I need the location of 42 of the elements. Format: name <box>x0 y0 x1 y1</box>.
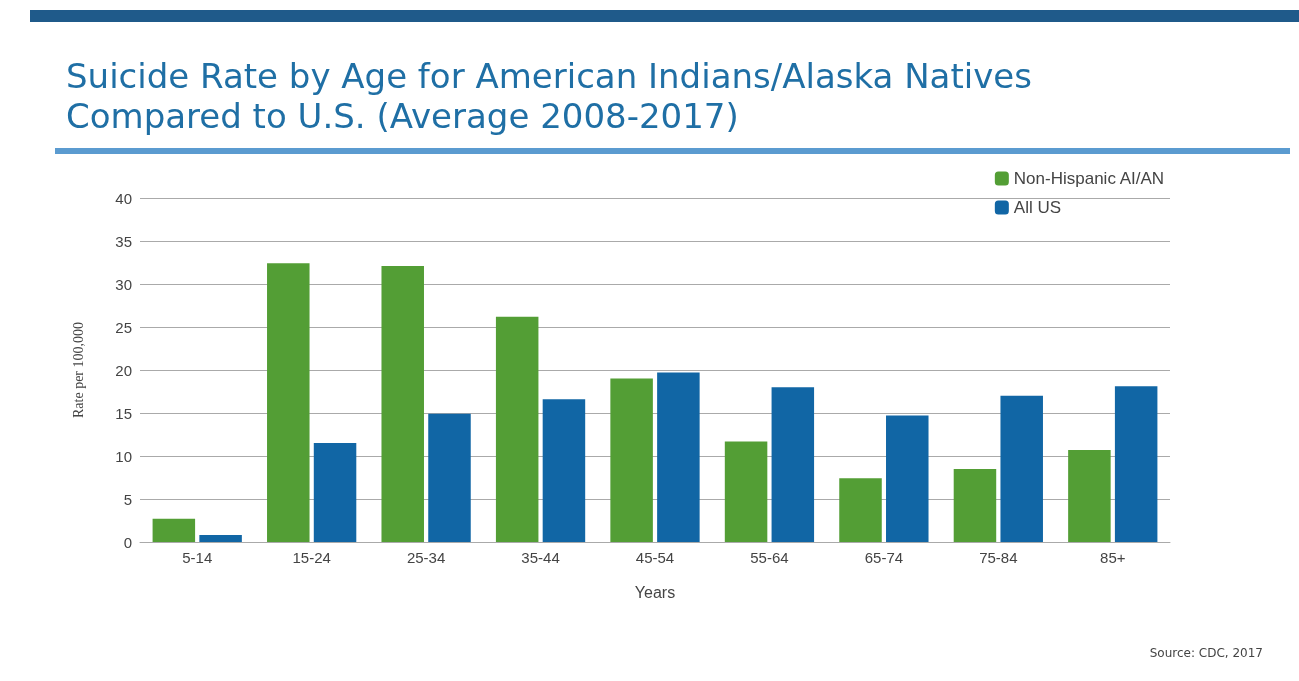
bar <box>610 378 653 542</box>
y-tick-label: 20 <box>115 361 132 379</box>
x-tick-label: 65-74 <box>864 549 904 566</box>
bar <box>839 478 882 542</box>
bar <box>152 518 196 542</box>
x-tick-label: 15-24 <box>292 549 331 566</box>
y-tick-label: 30 <box>115 275 132 293</box>
x-tick-label: 75-84 <box>979 549 1018 566</box>
bar <box>657 372 700 542</box>
bar <box>724 441 768 542</box>
x-tick-label: 5-14 <box>182 549 213 566</box>
x-tick-label: 55-64 <box>750 549 789 566</box>
y-tick-label: 15 <box>115 404 132 422</box>
bar <box>1114 386 1158 542</box>
legend-label: All US <box>1013 198 1062 217</box>
bar <box>771 387 815 542</box>
bar <box>886 415 929 542</box>
legend-label: Non-Hispanic AI/AN <box>1013 169 1165 188</box>
y-tick-label: 35 <box>115 232 132 250</box>
y-tick-label: 10 <box>115 447 132 465</box>
x-axis-title: Years <box>634 583 676 601</box>
x-tick-label: 25-34 <box>406 549 446 566</box>
bar <box>199 535 242 542</box>
source-note: Source: CDC, 2017 <box>1149 646 1263 660</box>
bar <box>1000 395 1043 542</box>
bar <box>953 468 997 542</box>
y-tick-label: 0 <box>123 533 132 551</box>
bar <box>1068 449 1111 542</box>
bar <box>381 265 424 542</box>
y-tick-label: 5 <box>123 490 132 508</box>
bar <box>313 443 357 542</box>
bar <box>267 263 310 542</box>
chart-title: Suicide Rate by Age for American Indians/Alaska Natives Compared to U.S. (Average 2008-2017) <box>66 56 1033 136</box>
x-tick-label: 35-44 <box>521 549 560 566</box>
y-tick-label: 25 <box>115 318 132 336</box>
bar <box>428 413 471 542</box>
y-tick-label: 40 <box>115 189 132 207</box>
y-axis-title: Rate per 100,000 <box>70 321 86 419</box>
x-tick-label: 85+ <box>1100 549 1126 566</box>
bar <box>495 316 539 542</box>
bar <box>542 399 586 542</box>
x-tick-label: 45-54 <box>635 549 675 566</box>
